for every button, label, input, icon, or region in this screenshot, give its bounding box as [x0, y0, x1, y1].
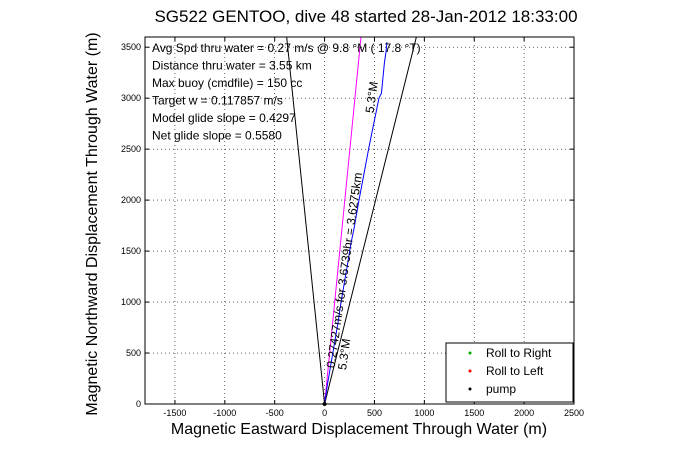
axes-frame	[144, 36, 575, 405]
y-tick-label: 3500	[121, 42, 141, 52]
info-line: Model glide slope = 0.4297	[152, 111, 296, 125]
info-line: Net glide slope = 0.5580	[152, 129, 282, 143]
legend-box	[445, 342, 574, 403]
x-tick-label: -500	[266, 408, 284, 418]
info-line: Target w = 0.117857 m/s	[152, 94, 283, 108]
legend-marker	[468, 351, 472, 355]
legend-marker	[468, 369, 472, 373]
x-tick-label: 2500	[564, 408, 584, 418]
y-tick-label: 0	[136, 399, 141, 409]
info-line: Max buoy (cmdfile) = 150 cc	[152, 76, 302, 90]
x-tick-label: 1500	[464, 408, 484, 418]
course-line-line	[324, 36, 362, 405]
y-tick-label: 1500	[121, 246, 141, 256]
info-line: Distance thru water = 3.55 km	[152, 59, 312, 73]
x-tick-label: 2000	[514, 408, 534, 418]
y-tick-label: 3000	[121, 93, 141, 103]
legend-marker	[468, 387, 472, 391]
info-line: Avg Spd thru water = 0.27 m/s @ 9.8 °M (…	[152, 41, 421, 55]
y-tick-label: 500	[126, 348, 141, 358]
envelope-right-line	[324, 36, 417, 405]
envelope-left-line	[286, 36, 326, 405]
y-tick-label: 1000	[121, 297, 141, 307]
x-tick-label: -1000	[213, 408, 236, 418]
y-tick-label: 2000	[121, 195, 141, 205]
x-axis-label: Magnetic Eastward Displacement Through W…	[171, 421, 547, 438]
annotation-label: 5.3°M	[363, 81, 381, 114]
x-tick-label: 500	[367, 408, 382, 418]
x-tick-label: -1500	[163, 408, 186, 418]
chart-title: SG522 GENTOO, dive 48 started 28-Jan-201…	[154, 7, 577, 26]
x-tick-label: 0	[322, 408, 327, 418]
x-tick-label: 1000	[414, 408, 434, 418]
y-axis-label: Magnetic Northward Displacement Through …	[84, 32, 101, 415]
y-tick-label: 2500	[121, 144, 141, 154]
info-text: Avg Spd thru water = 0.27 m/s @ 9.8 °M (…	[152, 41, 421, 143]
series-track	[324, 42, 388, 405]
legend: Roll to Right Roll to Left pump	[445, 342, 574, 403]
reference-lines	[286, 36, 417, 405]
annotation-label: 5.3°M	[335, 338, 353, 371]
legend-label: pump	[486, 382, 516, 396]
legend-label: Roll to Left	[486, 364, 544, 378]
legend-label: Roll to Right	[486, 346, 552, 360]
